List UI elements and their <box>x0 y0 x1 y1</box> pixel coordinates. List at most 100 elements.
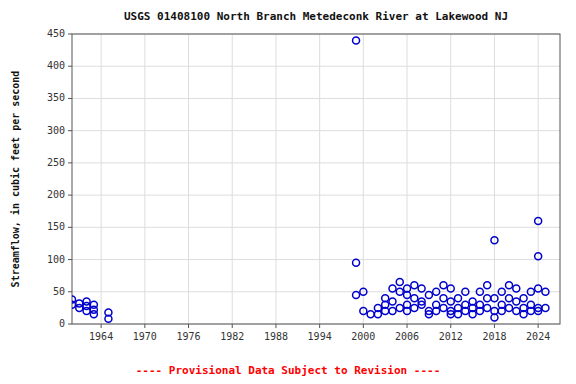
point <box>535 217 542 224</box>
point <box>433 288 440 295</box>
point <box>389 285 396 292</box>
y-tick-label: 300 <box>47 125 65 136</box>
point <box>535 253 542 260</box>
point <box>484 282 491 289</box>
y-tick-label: 350 <box>47 92 65 103</box>
grid <box>72 34 560 324</box>
point <box>353 37 360 44</box>
point <box>491 237 498 244</box>
y-tick <box>68 259 72 260</box>
point <box>367 311 374 318</box>
point <box>447 285 454 292</box>
x-grid-line <box>319 34 320 324</box>
x-tick <box>407 324 408 328</box>
x-tick-label: 2006 <box>395 331 419 342</box>
y-tick <box>68 324 72 325</box>
x-tick <box>319 324 320 328</box>
y-axis-label: Streamflow, in cubic feet per second <box>10 71 21 288</box>
x-tick <box>538 324 539 328</box>
point <box>535 304 542 311</box>
page: {"chart_data": { "type": "scatter", "tit… <box>0 0 576 384</box>
y-tick <box>68 162 72 163</box>
point <box>455 295 462 302</box>
point <box>374 311 381 318</box>
point <box>433 308 440 315</box>
x-grid-line <box>538 34 539 324</box>
y-tick <box>68 195 72 196</box>
point <box>83 298 90 305</box>
point <box>520 295 527 302</box>
point <box>404 285 411 292</box>
point <box>469 298 476 305</box>
point <box>411 295 418 302</box>
x-tick <box>188 324 189 328</box>
point <box>462 308 469 315</box>
y-tick <box>68 130 72 131</box>
points <box>72 37 549 322</box>
y-tick-label: 200 <box>47 189 65 200</box>
point <box>447 311 454 318</box>
point <box>389 308 396 315</box>
point <box>72 296 76 303</box>
x-grid-line <box>232 34 233 324</box>
point <box>476 308 483 315</box>
x-grid-line <box>363 34 364 324</box>
point <box>425 311 432 318</box>
point <box>389 298 396 305</box>
x-tick-label: 1988 <box>264 331 288 342</box>
point <box>353 259 360 266</box>
point <box>382 295 389 302</box>
y-tick-label: 150 <box>47 221 65 232</box>
point <box>542 288 549 295</box>
x-tick-label: 2024 <box>526 331 550 342</box>
x-grid-line <box>450 34 451 324</box>
x-tick <box>232 324 233 328</box>
point <box>411 282 418 289</box>
point <box>506 304 513 311</box>
x-tick <box>275 324 276 328</box>
point <box>360 288 367 295</box>
point <box>491 314 498 321</box>
x-grid-line <box>144 34 145 324</box>
x-tick-label: 1964 <box>89 331 113 342</box>
point <box>513 298 520 305</box>
point <box>484 295 491 302</box>
point <box>76 300 83 307</box>
plot-background <box>72 34 560 324</box>
y-tick-label: 400 <box>47 60 65 71</box>
point <box>440 295 447 302</box>
y-tick-label: 250 <box>47 157 65 168</box>
x-tick-label: 1994 <box>308 331 332 342</box>
point <box>535 285 542 292</box>
point <box>476 288 483 295</box>
point <box>411 304 418 311</box>
x-tick <box>144 324 145 328</box>
x-tick <box>101 324 102 328</box>
y-tick <box>68 66 72 67</box>
x-tick-label: 2018 <box>482 331 506 342</box>
point <box>447 298 454 305</box>
point <box>382 308 389 315</box>
x-tick <box>363 324 364 328</box>
y-tick-label: 450 <box>47 28 65 39</box>
point <box>396 279 403 286</box>
y-tick-label: 50 <box>53 286 65 297</box>
point <box>440 282 447 289</box>
point <box>484 304 491 311</box>
note: ---- Provisional Data Subject to Revisio… <box>136 364 441 377</box>
y-tick <box>68 34 72 35</box>
x-tick <box>450 324 451 328</box>
point <box>90 301 97 308</box>
point <box>418 298 425 305</box>
x-grid-line <box>407 34 408 324</box>
x-tick-label: 1982 <box>220 331 244 342</box>
x-grid-line <box>188 34 189 324</box>
title: USGS 01408100 North Branch Metedeconk Ri… <box>124 10 508 23</box>
point <box>455 311 462 318</box>
point <box>513 285 520 292</box>
chart: 0501001502002503003504004501964197019761… <box>0 0 576 384</box>
point <box>440 304 447 311</box>
x-grid-line <box>101 34 102 324</box>
point <box>469 311 476 318</box>
point <box>527 288 534 295</box>
